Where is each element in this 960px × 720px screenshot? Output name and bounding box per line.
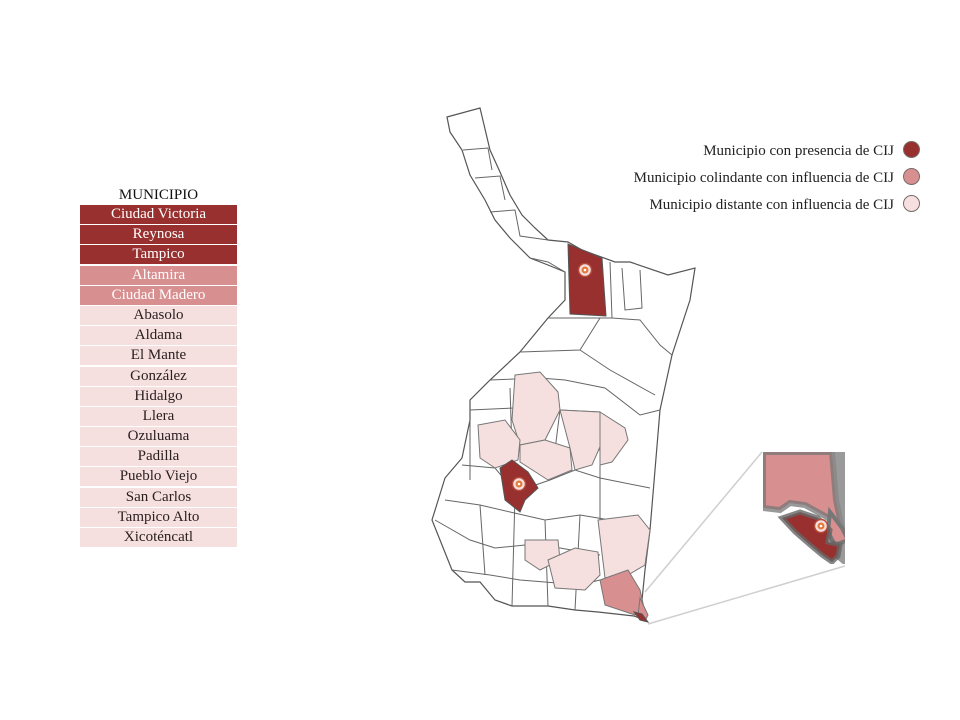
legend-label: Municipio con presencia de CIJ [703,143,894,159]
table-row: Pueblo Viejo [80,467,237,487]
distante-municipalities [477,371,651,591]
cij-marker-icon [511,476,527,492]
legend-label: Municipio distante con influencia de CIJ [649,197,894,213]
map-legend: Municipio con presencia de CIJ Municipio … [560,138,926,219]
legend-item: Municipio con presencia de CIJ [560,138,926,165]
legend-label: Municipio colindante con influencia de C… [633,170,894,186]
table-row: Altamira [80,265,237,285]
table-body: Ciudad Victoria Reynosa Tampico Altamira Ciu… [80,205,237,547]
table-row: Xicoténcatl [80,528,237,547]
state-outline [431,107,696,621]
reynosa-region [567,243,607,317]
cij-marker-icon [813,518,829,534]
legend-swatch-icon [903,168,920,185]
legend-item: Municipio distante con influencia de CIJ [560,192,926,219]
table-row: Llera [80,406,237,426]
zoom-callout-lines [644,451,846,625]
table-row: San Carlos [80,487,237,507]
table-row: Padilla [80,447,237,467]
legend-swatch-icon [903,195,920,212]
cij-markers [511,262,593,492]
table-row: Reynosa [80,225,237,245]
tampico-inset [763,452,845,564]
tampico-region [632,611,650,623]
cij-marker-icon [577,262,593,278]
legend-item: Municipio colindante con influencia de C… [560,165,926,192]
table-row: Ciudad Victoria [80,205,237,224]
table-row: González [80,366,237,386]
table-row: Aldama [80,326,237,346]
table-row: Tampico Alto [80,507,237,527]
municipio-table: MUNICIPIO Ciudad Victoria Reynosa Tampico A… [80,186,237,548]
table-row: Hidalgo [80,386,237,406]
table-header: MUNICIPIO [118,187,199,203]
table-row: Ciudad Madero [80,285,237,305]
table-row: Abasolo [80,305,237,325]
table-row: Tampico [80,245,237,265]
table-row: Ozuluama [80,427,237,447]
legend-swatch-icon [903,141,920,158]
table-row: El Mante [80,346,237,366]
